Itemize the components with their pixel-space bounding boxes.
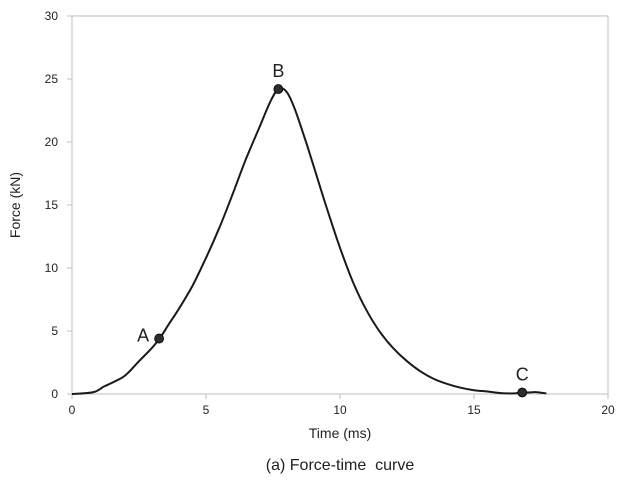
y-tick-label: 25 xyxy=(45,72,59,86)
x-tick-label: 20 xyxy=(601,403,615,417)
y-tick-label: 0 xyxy=(51,387,58,401)
point-marker-c xyxy=(517,387,528,398)
point-label-c: C xyxy=(516,364,529,384)
series-line xyxy=(71,87,547,395)
x-tick-label: 10 xyxy=(333,403,347,417)
y-tick-label: 30 xyxy=(45,9,59,23)
x-tick-label: 15 xyxy=(467,403,481,417)
y-tick-label: 20 xyxy=(45,135,59,149)
x-tick-label: 0 xyxy=(69,403,76,417)
axes xyxy=(67,15,609,399)
data-curve xyxy=(71,87,547,395)
point-marker-a xyxy=(154,333,165,344)
plot-area-frame xyxy=(71,15,609,395)
point-label-a: A xyxy=(137,326,149,346)
y-tick-label: 15 xyxy=(45,198,59,212)
point-label-b: B xyxy=(272,61,284,81)
point-marker-b xyxy=(273,84,284,94)
x-axis-label: Time (ms) xyxy=(309,425,371,441)
y-tick-label: 5 xyxy=(51,324,58,338)
point-markers: A B C xyxy=(137,61,529,398)
y-tick-label: 10 xyxy=(45,261,59,275)
chart-caption: (a) Force-time curve xyxy=(266,457,415,474)
y-axis-label: Force (kN) xyxy=(7,172,23,238)
tick-labels: 0 5 10 15 20 0 5 10 15 20 25 30 xyxy=(45,9,615,417)
x-tick-label: 5 xyxy=(203,403,210,417)
